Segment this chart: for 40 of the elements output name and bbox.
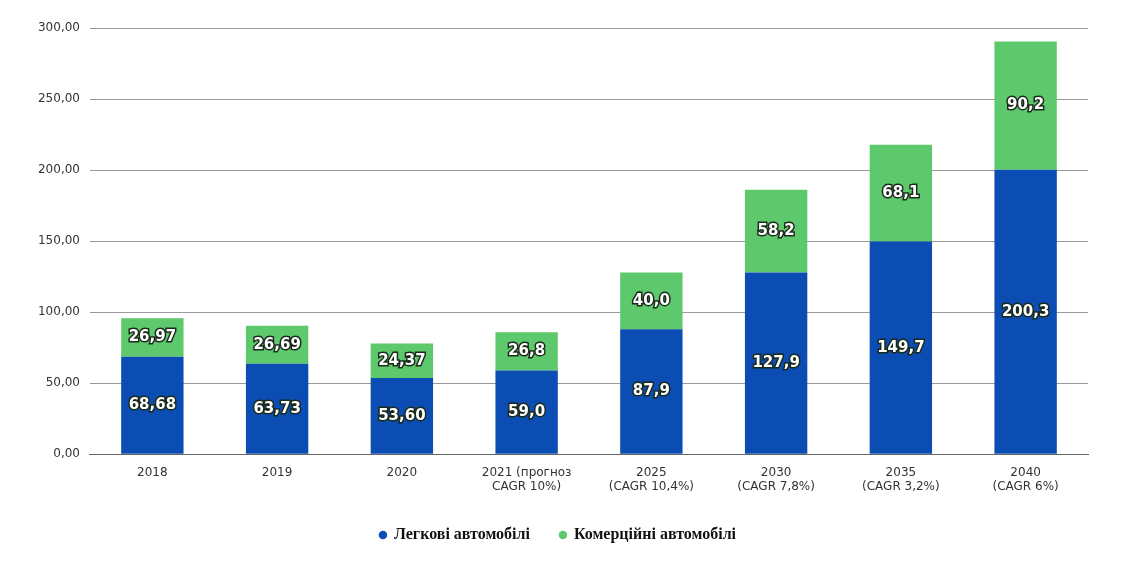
data-label: 26,69 xyxy=(253,334,301,353)
y-tick-label: 250,00 xyxy=(37,91,80,106)
x-tick-label: 2021 (прогноз CAGR 10%) xyxy=(481,464,572,493)
bar xyxy=(869,241,933,454)
data-label: 24,37 xyxy=(378,350,426,369)
legend-label: Комерційні автомобілі xyxy=(573,525,737,544)
bar xyxy=(994,169,1057,454)
bar xyxy=(495,370,558,454)
data-label: 68,68 xyxy=(128,395,177,414)
data-label: 127,9 xyxy=(752,352,800,371)
x-tick-label: 2035 (CAGR 3,2%) xyxy=(862,464,940,493)
x-tick-label: 2019 xyxy=(261,464,293,479)
y-tick-label: 200,00 xyxy=(37,162,80,177)
x-tick-label: 2020 xyxy=(386,464,418,479)
bar xyxy=(869,144,933,242)
y-tick-label: 50,00 xyxy=(45,375,80,390)
x-tick-label: 2025 (CAGR 10,4%) xyxy=(608,464,695,493)
data-label: 40,0 xyxy=(632,290,670,309)
x-tick-label: 2040 (CAGR 6%) xyxy=(992,464,1059,493)
y-tick-label: 100,00 xyxy=(37,304,80,319)
x-tick-label: 2018 xyxy=(137,464,168,479)
legend-label: Легкові автомобілі xyxy=(393,525,531,543)
bar xyxy=(620,329,683,454)
y-tick-label: 300,00 xyxy=(37,20,80,35)
data-label: 87,9 xyxy=(632,381,670,400)
data-label: 53,60 xyxy=(378,405,426,424)
data-label: 26,8 xyxy=(508,341,546,360)
bar xyxy=(744,272,808,454)
y-tick-label: 150,00 xyxy=(37,233,80,248)
data-label: 59,0 xyxy=(508,401,546,420)
x-tick-label: 2030 (CAGR 7,8%) xyxy=(737,464,815,493)
data-label: 90,2 xyxy=(1007,95,1045,114)
data-label: 63,73 xyxy=(253,398,301,417)
y-tick-label: 0,00 xyxy=(53,446,80,461)
data-label: 58,2 xyxy=(757,221,795,240)
data-label: 26,97 xyxy=(128,327,177,346)
data-label: 68,1 xyxy=(882,183,920,202)
data-label: 200,3 xyxy=(1001,301,1050,320)
data-label: 149,7 xyxy=(877,337,925,356)
bar xyxy=(994,41,1057,170)
